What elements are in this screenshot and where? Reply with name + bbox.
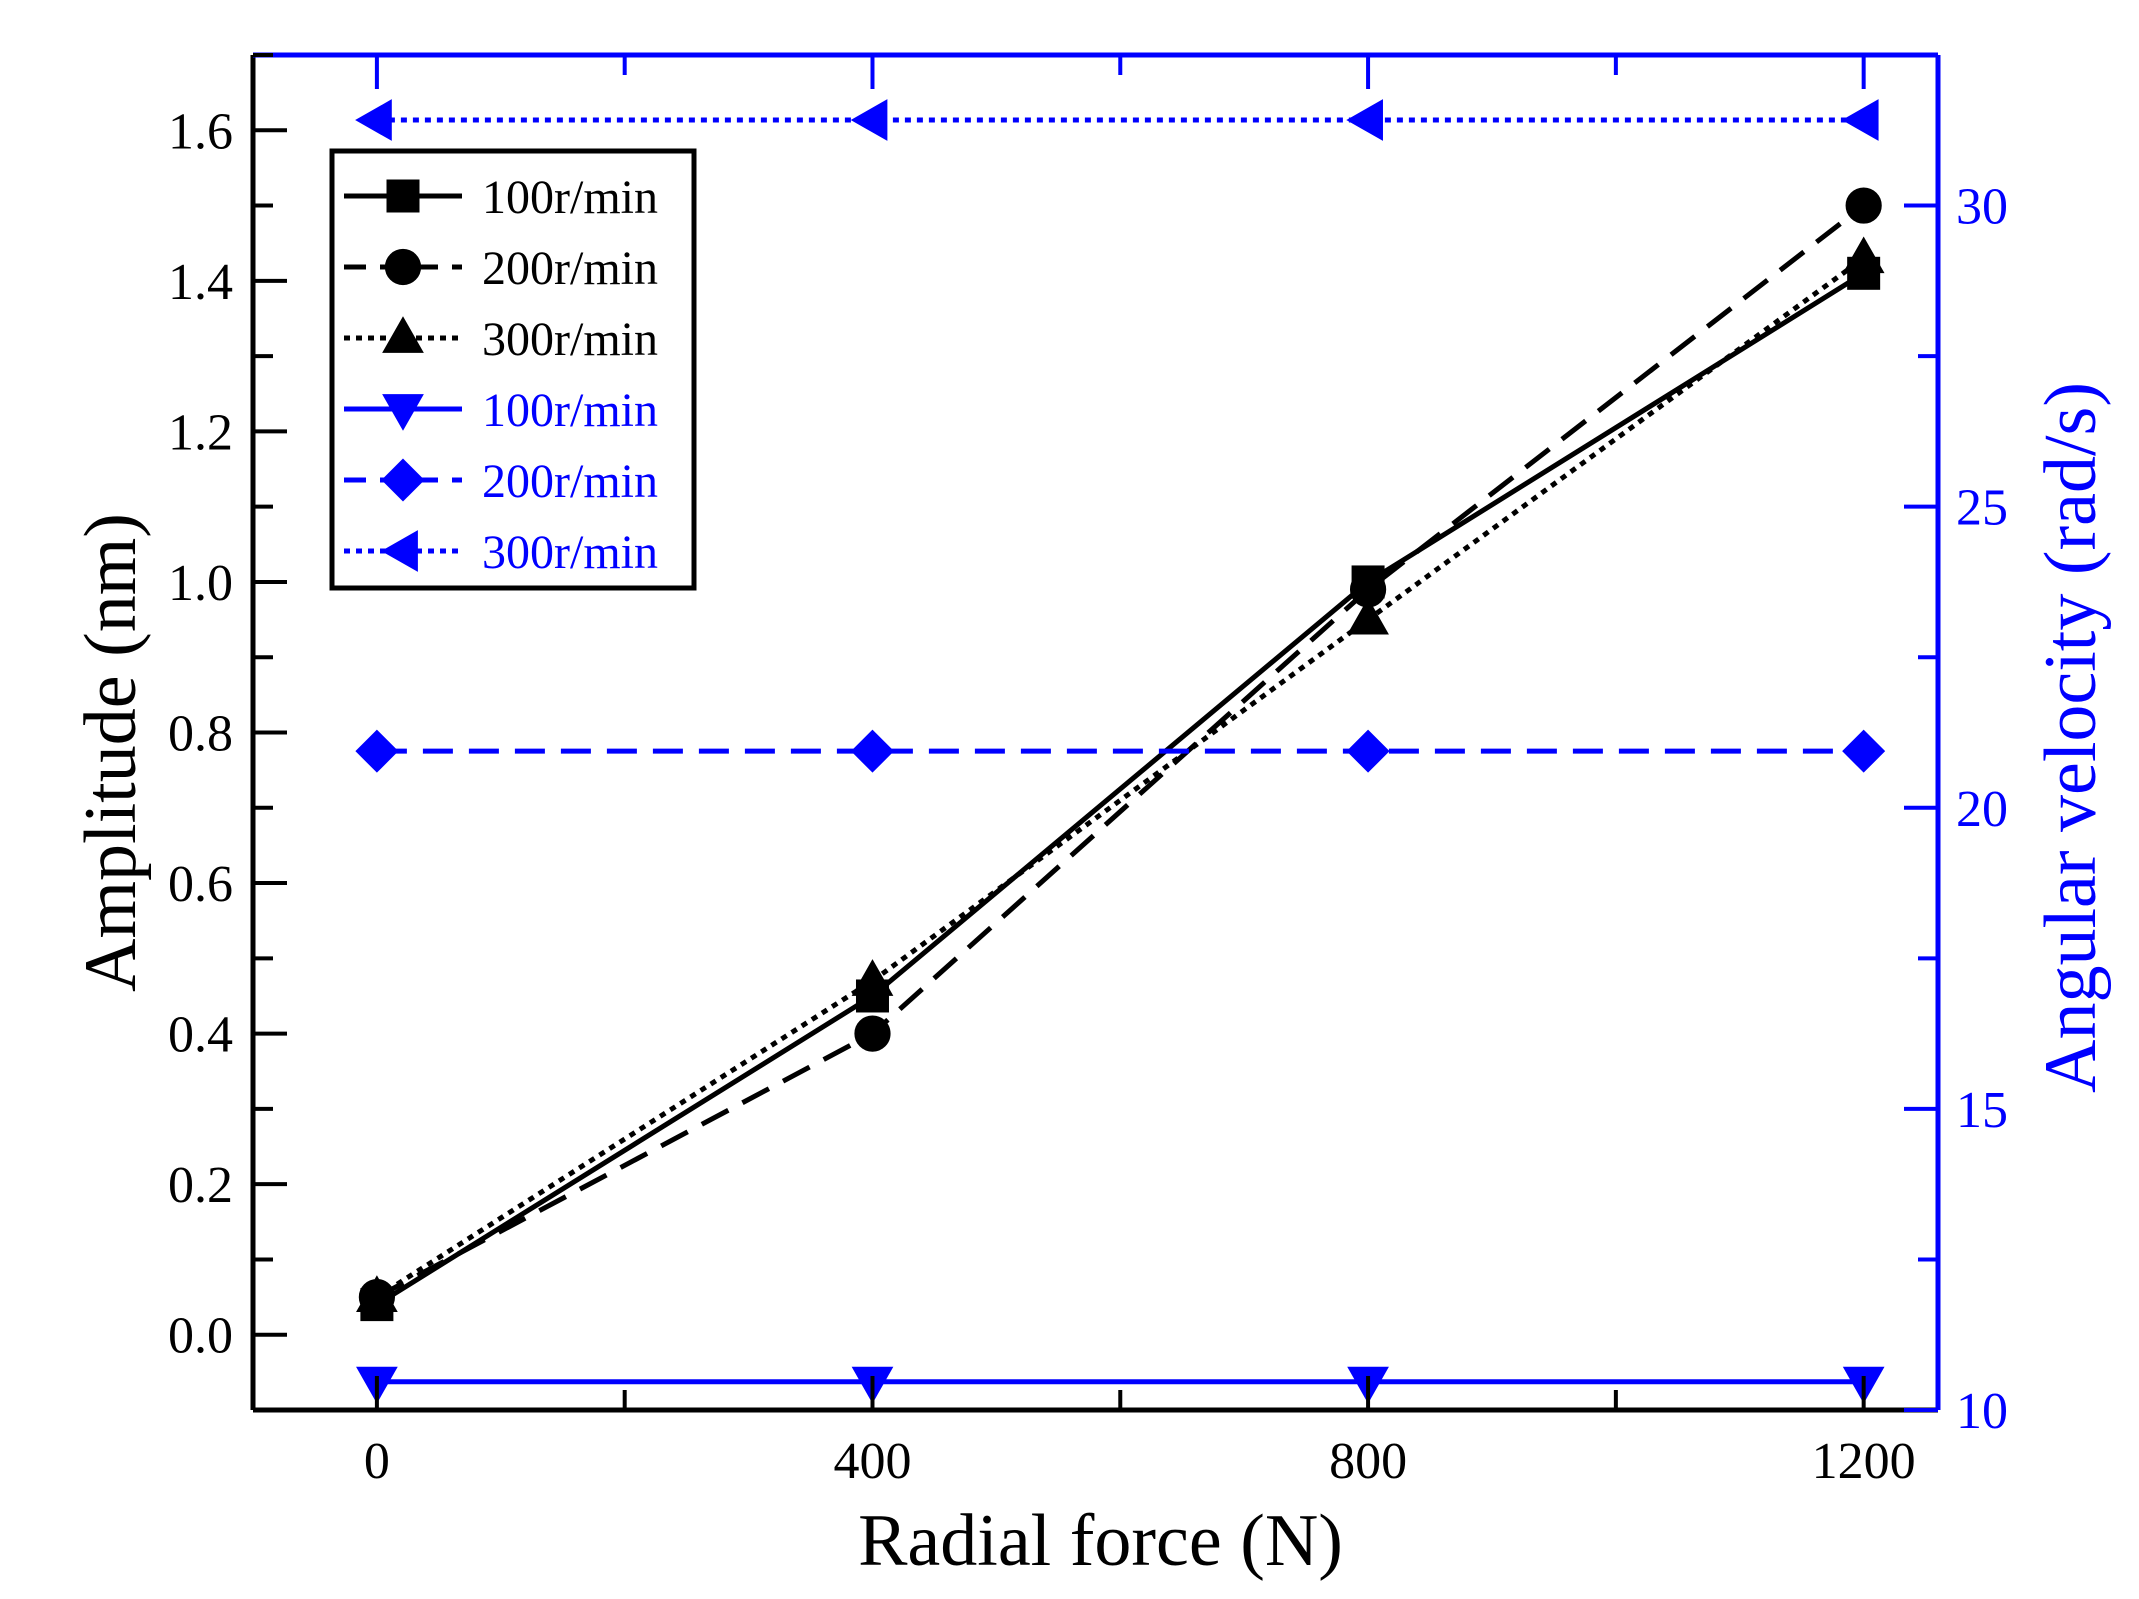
series-4-point	[1346, 729, 1390, 773]
series-2-point	[356, 1275, 398, 1312]
y-tick-label: 1.4	[168, 254, 233, 311]
series-1-point	[1845, 187, 1882, 224]
series-4-point	[1842, 729, 1886, 773]
legend-marker-4	[381, 458, 425, 502]
series-4-point	[850, 729, 894, 773]
y2-tick-label: 30	[1956, 179, 2008, 236]
y-tick-label: 0.4	[168, 1007, 233, 1064]
y-tick-label: 0.8	[168, 706, 233, 763]
y2-tick-label: 20	[1956, 781, 2008, 838]
y-tick-label: 0.2	[168, 1157, 233, 1214]
y2-tick-label: 25	[1956, 480, 2008, 537]
legend-label-2: 300r/min	[482, 313, 658, 366]
series-line-2	[375, 256, 1866, 1300]
y-tick-label: 1.0	[168, 555, 233, 612]
series-5-point	[850, 99, 888, 141]
y2-tick-label: 10	[1956, 1383, 2008, 1440]
x-tick-label: 1200	[1812, 1433, 1916, 1490]
x-tick-label: 400	[833, 1433, 911, 1490]
legend-marker-3	[382, 394, 424, 431]
y-axis-title: Amplitude (nm)	[70, 513, 152, 992]
x-tick-label: 0	[364, 1433, 390, 1490]
legend-marker-5	[381, 530, 418, 572]
series-line-0	[375, 271, 1865, 1307]
legend-marker-0	[386, 179, 420, 213]
legend-marker-1	[384, 248, 422, 286]
series-2-point	[851, 959, 894, 996]
legend-box	[329, 148, 697, 591]
y-tick-label: 1.2	[168, 404, 233, 461]
legend-label-3: 100r/min	[482, 384, 658, 437]
series-5-point	[355, 99, 392, 141]
y2-tick-label: 15	[1956, 1082, 2008, 1139]
y-tick-label: 0.0	[168, 1308, 233, 1365]
x-tick-label: 800	[1329, 1433, 1407, 1490]
series-1-point	[854, 1015, 891, 1052]
legend-label-4: 200r/min	[482, 455, 658, 508]
legend-marker-2	[382, 316, 424, 353]
x-axis-title: Radial force (N)	[858, 1500, 1343, 1582]
series-line-1	[375, 203, 1866, 1300]
series-4-point	[355, 729, 399, 773]
legend-label-0: 100r/min	[482, 171, 658, 224]
series-5-point	[1346, 99, 1383, 141]
legend-label-1: 200r/min	[482, 242, 658, 295]
series-5-point	[1841, 99, 1879, 141]
series-2-point	[1842, 236, 1885, 274]
legend-label-5: 300r/min	[482, 526, 658, 579]
series-2-point	[1347, 597, 1389, 635]
y-tick-label: 1.6	[168, 103, 233, 160]
y-tick-label: 0.6	[168, 856, 233, 913]
y2-axis-title: Angular velocity (rad/s)	[2030, 382, 2112, 1093]
